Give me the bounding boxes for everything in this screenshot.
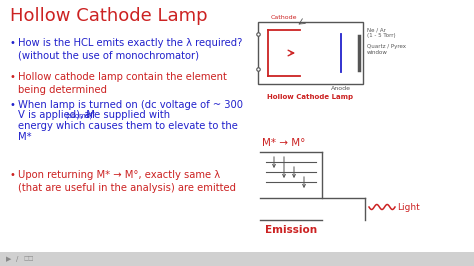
Text: Hollow Cathode Lamp: Hollow Cathode Lamp — [10, 7, 208, 25]
Text: Ne / Ar
(1 - 5 Torr): Ne / Ar (1 - 5 Torr) — [367, 27, 396, 38]
Text: •: • — [10, 170, 16, 180]
Bar — [0, 252, 474, 266]
Text: Quartz / Pyrex
window: Quartz / Pyrex window — [367, 44, 406, 55]
Text: Emission: Emission — [265, 225, 317, 235]
Text: •: • — [10, 72, 16, 82]
Text: •: • — [10, 100, 16, 110]
Text: M* → M°: M* → M° — [262, 138, 305, 148]
Text: •: • — [10, 38, 16, 48]
Text: ▶: ▶ — [6, 256, 11, 262]
Text: Hollow cathode lamp contain the element
being determined: Hollow cathode lamp contain the element … — [18, 72, 227, 95]
Text: (atoms): (atoms) — [65, 113, 92, 119]
Text: /: / — [16, 256, 18, 262]
Text: □□: □□ — [24, 256, 35, 261]
Text: Cathode: Cathode — [271, 15, 297, 20]
Text: V is applied), M: V is applied), M — [18, 110, 95, 120]
Text: Light: Light — [397, 202, 420, 211]
Text: Anode: Anode — [331, 86, 351, 91]
Text: are supplied with: are supplied with — [81, 110, 170, 120]
Text: Upon returning M* → M°, exactly same λ
(that are useful in the analysis) are emi: Upon returning M* → M°, exactly same λ (… — [18, 170, 236, 193]
Text: When lamp is turned on (dc voltage of ~ 300: When lamp is turned on (dc voltage of ~ … — [18, 100, 243, 110]
Text: Hollow Cathode Lamp: Hollow Cathode Lamp — [267, 94, 353, 100]
Bar — [258, 22, 363, 84]
Text: How is the HCL emits exactly the λ required?
(without the use of monochromator): How is the HCL emits exactly the λ requi… — [18, 38, 242, 61]
Text: M*: M* — [18, 131, 32, 142]
Text: energy which causes them to elevate to the: energy which causes them to elevate to t… — [18, 121, 238, 131]
